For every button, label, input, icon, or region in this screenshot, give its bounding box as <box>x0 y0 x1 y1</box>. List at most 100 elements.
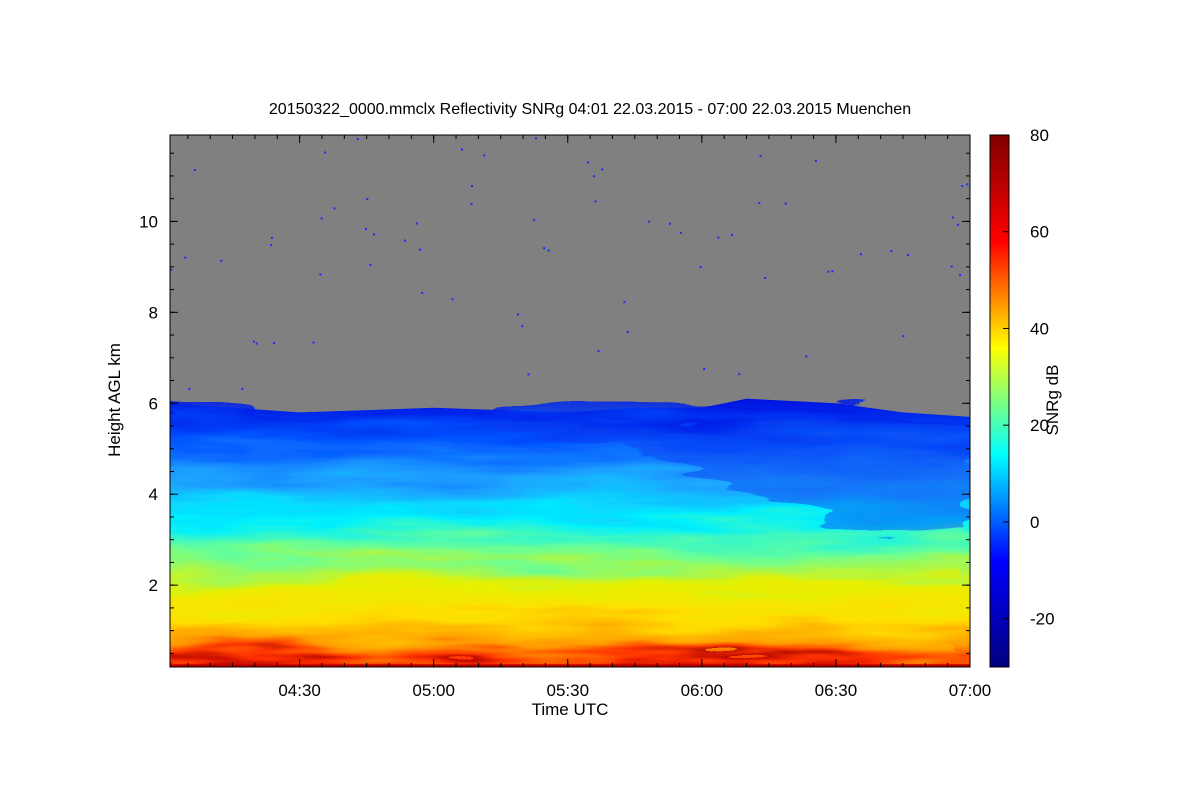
x-tick-label: 05:00 <box>412 681 455 700</box>
y-axis: 2 4 6 8 10 <box>139 152 970 654</box>
noise-speckle <box>461 148 463 151</box>
noise-speckle <box>784 202 787 205</box>
y-tick-label: 2 <box>149 576 158 595</box>
noise-speckle <box>717 236 720 239</box>
noise-speckle <box>814 159 817 162</box>
noise-speckle <box>369 264 372 266</box>
noise-speckle <box>668 222 671 225</box>
colorbar-tick-label: 20 <box>1030 416 1049 435</box>
noise-speckle <box>764 277 767 279</box>
noise-speckle <box>270 236 273 239</box>
noise-speckle <box>184 256 187 259</box>
noise-speckle <box>902 335 905 338</box>
noise-speckle <box>188 388 191 390</box>
x-tick-label: 04:30 <box>278 681 321 700</box>
noise-speckle <box>241 387 244 390</box>
colorbar-tick-label: 0 <box>1030 513 1039 532</box>
noise-speckle <box>273 341 275 344</box>
noise-speckle <box>170 268 173 271</box>
x-tick-label: 05:30 <box>546 681 589 700</box>
noise-speckle <box>320 217 323 220</box>
noise-speckle <box>270 244 273 247</box>
noise-speckle <box>831 270 834 273</box>
noise-speckle <box>252 340 255 343</box>
noise-speckle <box>890 250 893 253</box>
noise-speckle <box>404 239 406 242</box>
noise-speckle <box>521 325 524 328</box>
colorbar-scale <box>989 134 1010 668</box>
noise-speckle <box>730 233 733 236</box>
noise-speckle <box>827 270 830 273</box>
chart-title: 20150322_0000.mmclx Reflectivity SNRg 04… <box>269 101 911 118</box>
noise-speckle <box>255 342 258 345</box>
noise-speckle <box>597 350 600 352</box>
noise-speckle <box>956 223 959 226</box>
noise-speckle <box>451 298 454 301</box>
colorbar-tick-label: 40 <box>1030 319 1049 338</box>
noise-speckle <box>364 228 367 231</box>
noise-speckle <box>961 185 964 187</box>
noise-speckle <box>356 138 359 141</box>
noise-speckle <box>421 292 424 294</box>
noise-speckle <box>699 265 702 268</box>
noise-speckle <box>366 198 369 200</box>
y-axis-label: Height AGL km <box>105 343 124 457</box>
noise-speckle <box>759 154 762 157</box>
noise-speckle <box>547 249 550 252</box>
colorbar: -20 0 20 40 60 80 <box>989 126 1055 668</box>
x-tick-label: 07:00 <box>949 681 992 700</box>
deep-blue-band <box>438 421 970 540</box>
noise-speckle <box>623 301 626 304</box>
noise-speckles <box>170 137 969 390</box>
noise-speckle <box>592 175 595 178</box>
y-tick-label: 10 <box>139 212 158 231</box>
noise-speckle <box>535 137 537 140</box>
y-tick-label: 8 <box>149 303 158 322</box>
noise-speckle <box>319 273 322 276</box>
colorbar-tick-label: 60 <box>1030 223 1049 242</box>
noise-speckle <box>333 207 336 210</box>
colorbar-tick-label: 80 <box>1030 126 1049 145</box>
y-tick-label: 4 <box>149 485 158 504</box>
plot-frame <box>169 134 971 668</box>
noise-speckle <box>324 151 327 154</box>
noise-speckle <box>527 373 530 376</box>
reflectivity-field <box>170 398 970 667</box>
noise-speckle <box>586 161 589 164</box>
colorbar-label: SNRg dB <box>1043 365 1062 436</box>
noise-speckle <box>471 185 473 187</box>
noise-speckle <box>738 373 741 376</box>
noise-speckle <box>626 330 629 333</box>
noise-speckle <box>907 254 910 256</box>
noise-speckle <box>959 274 962 277</box>
x-tick-label: 06:00 <box>681 681 724 700</box>
noise-speckle <box>679 231 682 234</box>
noise-speckle <box>860 253 862 256</box>
noise-speckle <box>703 368 706 370</box>
noise-speckle <box>419 248 422 251</box>
x-tick-label: 06:30 <box>815 681 858 700</box>
noise-speckle <box>312 341 315 344</box>
noise-speckle <box>758 202 761 204</box>
noise-speckle <box>372 233 375 236</box>
noise-speckle <box>950 265 953 268</box>
noise-speckle <box>543 247 546 250</box>
noise-speckle <box>533 218 536 221</box>
noise-speckle <box>415 222 418 225</box>
noise-speckle <box>805 355 808 358</box>
surface-band <box>170 664 970 667</box>
noise-speckle <box>517 313 519 316</box>
noise-speckle <box>966 183 969 186</box>
noise-speckle <box>951 216 954 219</box>
noise-speckle <box>648 220 651 223</box>
noise-speckle <box>594 200 597 203</box>
colorbar-ticks: -20 0 20 40 60 80 <box>1003 126 1055 629</box>
noise-speckle <box>601 168 604 171</box>
y-tick-label: 6 <box>149 394 158 413</box>
noise-speckle <box>220 259 223 262</box>
colorbar-tick-label: -20 <box>1030 610 1055 629</box>
noise-speckle <box>483 154 486 157</box>
x-axis: 04:30 05:00 05:30 06:00 06:30 07:00 <box>187 135 992 700</box>
